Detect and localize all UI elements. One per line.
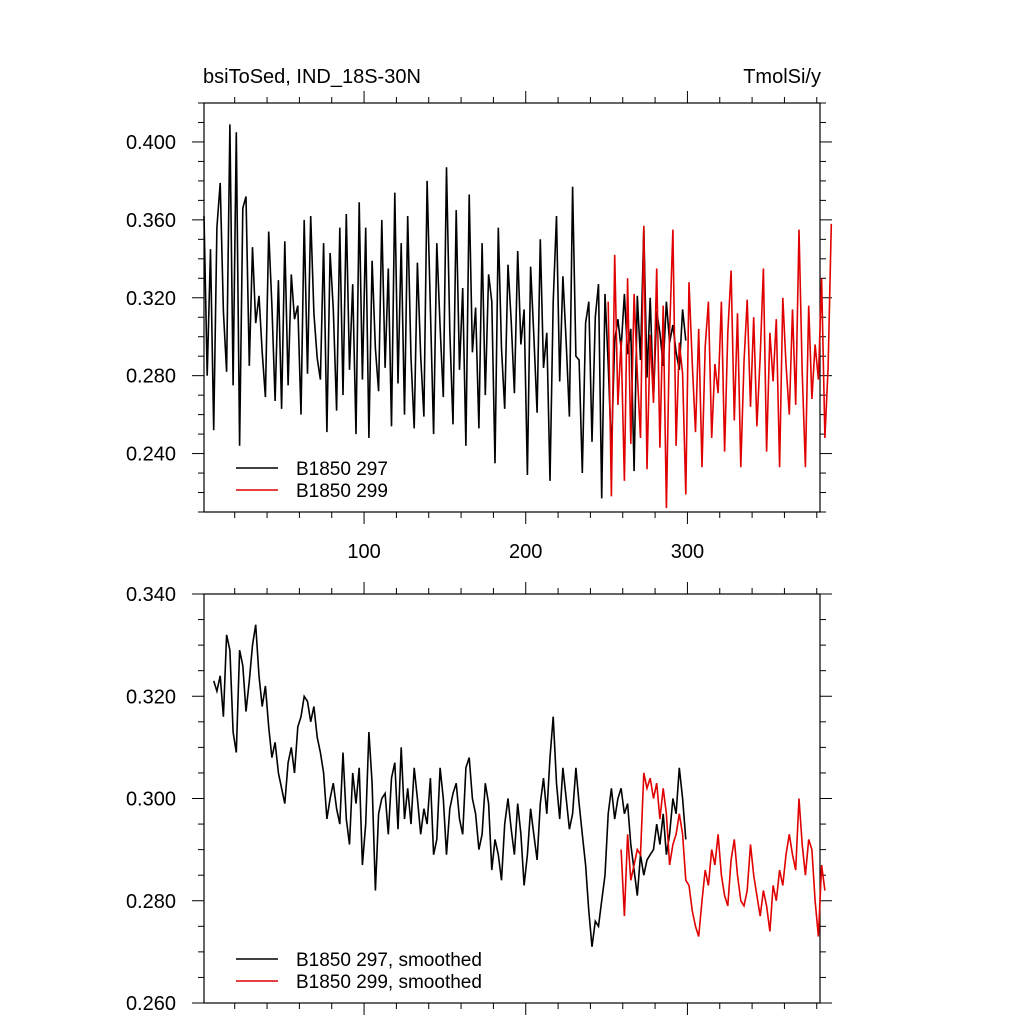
legend-label: B1850 297	[296, 459, 388, 480]
units-label: TmolSi/y	[743, 66, 821, 88]
y-tick-label: 0.260	[126, 993, 176, 1015]
plot-frame	[203, 102, 821, 513]
legend-label: B1850 297, smoothed	[296, 950, 482, 971]
y-tick-label: 0.240	[126, 444, 176, 466]
y-tick-label: 0.280	[126, 891, 176, 913]
y-tick-label: 0.300	[126, 789, 176, 811]
y-tick-label: 0.320	[126, 686, 176, 708]
chart-title: bsiToSed, IND_18S-30N	[203, 66, 421, 88]
legend-label: B1850 299	[296, 481, 388, 502]
x-tick-label: 100	[347, 541, 380, 563]
y-tick-label: 0.340	[126, 584, 176, 606]
x-tick-label: 200	[509, 541, 542, 563]
y-tick-label: 0.400	[126, 132, 176, 154]
y-tick-label: 0.280	[126, 366, 176, 388]
y-tick-label: 0.360	[126, 210, 176, 232]
plot-frame	[203, 593, 821, 1004]
series-line-1	[203, 124, 687, 499]
legend-label: B1850 299, smoothed	[296, 972, 482, 993]
top-panel: bsiToSed, IND_18S-30N TmolSi/y 0.240 0.28…	[126, 66, 833, 563]
x-tick-label: 300	[671, 541, 704, 563]
series-line-2	[620, 772, 826, 937]
series-line-1	[212, 624, 687, 947]
bottom-panel: 0.260 0.280 0.300 0.320 0.340 B1850 297, smoo…	[126, 582, 832, 1015]
series-line-2	[607, 223, 833, 509]
y-tick-label: 0.320	[126, 288, 176, 310]
